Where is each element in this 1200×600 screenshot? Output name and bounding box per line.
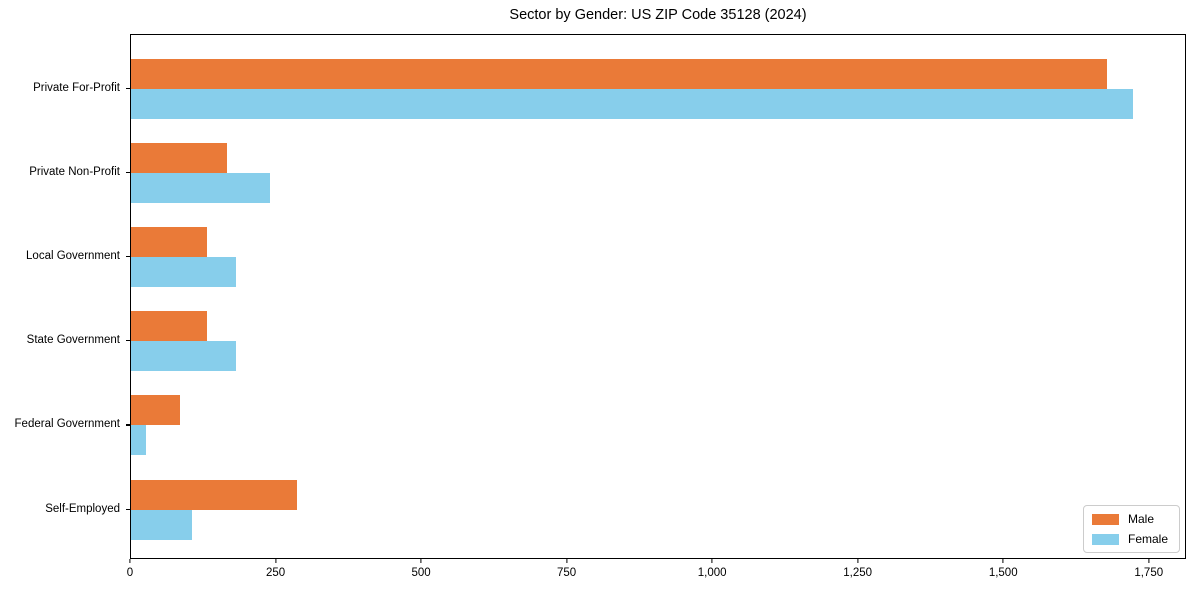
bar-female-private-for-profit	[131, 89, 1134, 119]
x-tick-label-0: 0	[126, 567, 134, 579]
legend-row-male: Male	[1091, 512, 1168, 526]
bars-container	[131, 35, 1185, 558]
y-tick-mark	[126, 88, 130, 90]
x-tick-mark	[420, 559, 422, 563]
x-tick-mark	[711, 559, 713, 563]
y-tick-mark	[126, 256, 130, 258]
bar-female-private-non-profit	[131, 173, 271, 204]
bar-female-self-employed	[131, 509, 192, 540]
y-tick-label-private-non-profit: Private Non-Profit	[29, 166, 120, 179]
x-tick-mark	[274, 559, 277, 563]
x-tick-label-250: 250	[265, 567, 286, 579]
bar-male-self-employed	[131, 479, 297, 510]
x-tick-label-1-250: 1,250	[843, 567, 873, 579]
y-tick-label-private-for-profit: Private For-Profit	[33, 82, 120, 94]
bar-male-federal-government	[131, 395, 181, 426]
y-tick-mark	[126, 508, 130, 510]
y-tick-mark	[126, 340, 130, 342]
y-tick-mark	[126, 172, 130, 174]
x-tick-mark	[129, 559, 131, 563]
y-tick-label-state-government: State Government	[26, 334, 120, 347]
x-tick-label-750: 750	[557, 567, 577, 579]
x-axis: 0 250 500 750 1,000 1,250 1,500 1,750	[126, 559, 1186, 589]
x-tick-label-1-000: 1,000	[697, 567, 727, 579]
bar-male-state-government	[131, 311, 207, 342]
y-tick-label-federal-government: Federal Government	[14, 418, 120, 431]
plot-area: Male Female	[130, 34, 1186, 559]
legend-row-female: Female	[1091, 532, 1168, 546]
legend-swatch-male	[1091, 513, 1119, 525]
legend: Male Female	[1082, 505, 1180, 553]
x-tick-label-1-500: 1,500	[988, 567, 1018, 579]
bar-male-private-non-profit	[131, 143, 227, 174]
chart-title: Sector by Gender: US ZIP Code 35128 (202…	[509, 7, 807, 23]
bar-female-local-government	[131, 257, 236, 288]
y-axis: Private For-Profit Private Non-Profit Loca…	[0, 34, 130, 559]
bar-male-local-government	[131, 227, 207, 258]
bar-female-state-government	[131, 341, 236, 372]
bar-female-federal-government	[131, 425, 146, 456]
x-tick-mark	[857, 559, 859, 563]
legend-label-male: Male	[1127, 512, 1154, 526]
y-tick-mark	[126, 424, 130, 426]
bar-male-private-for-profit	[131, 59, 1108, 89]
legend-label-female: Female	[1127, 532, 1168, 546]
x-tick-label-1-750: 1,750	[1134, 567, 1164, 579]
y-tick-label-local-government: Local Government	[26, 250, 120, 263]
legend-swatch-female	[1091, 533, 1119, 545]
x-tick-mark	[566, 559, 568, 563]
y-tick-label-self-employed: Self-Employed	[45, 502, 120, 515]
x-tick-mark	[1002, 559, 1004, 563]
x-tick-mark	[1148, 559, 1150, 563]
x-tick-label-500: 500	[411, 567, 431, 579]
